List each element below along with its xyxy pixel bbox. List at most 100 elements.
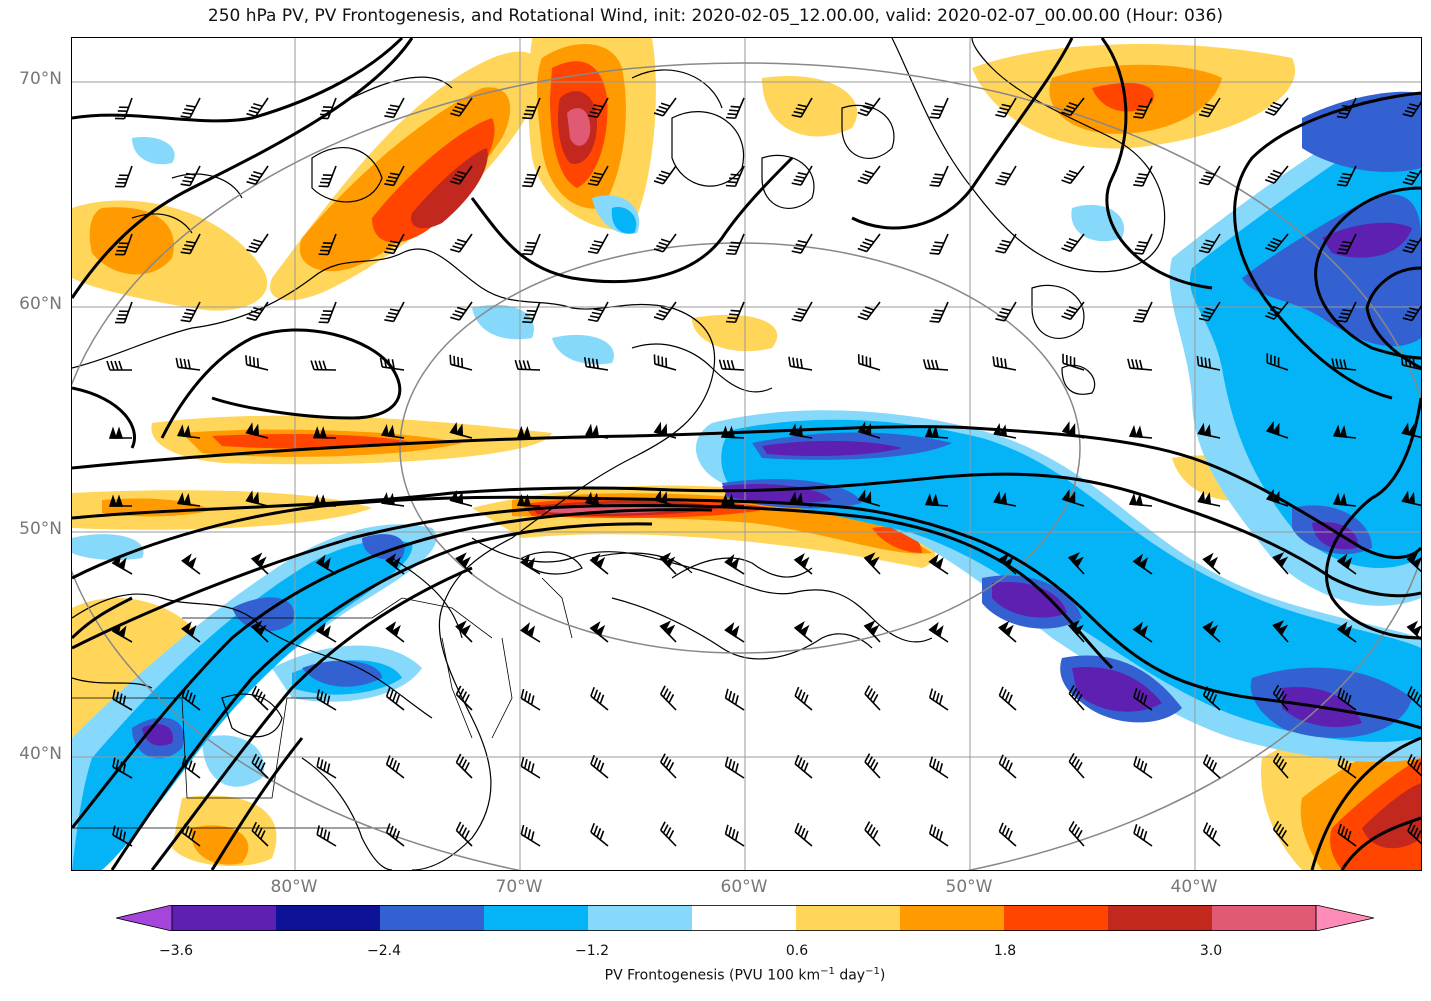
wind-barb	[180, 301, 201, 323]
colorbar-tick: 0.6	[785, 943, 809, 959]
wind-barb	[455, 552, 473, 575]
wind-barb	[791, 165, 813, 186]
wind-barb	[857, 489, 881, 507]
wind-barb	[1264, 301, 1289, 320]
wind-barb	[1407, 686, 1421, 711]
shade-pos-mid	[299, 87, 511, 272]
wind-barb	[114, 301, 133, 324]
wind-barb	[1272, 684, 1289, 711]
shade-neg-pale	[72, 524, 437, 870]
wind-barb	[1407, 754, 1421, 779]
wind-barb	[794, 822, 813, 847]
wind-barb	[1202, 686, 1221, 711]
wind-barb	[660, 821, 677, 847]
wind-barb	[522, 97, 541, 120]
shade-pos-dark	[411, 148, 488, 229]
wind-barb	[857, 165, 881, 185]
wind-barb	[928, 553, 949, 575]
wind-barb	[385, 755, 405, 779]
wind-barb	[1265, 488, 1289, 507]
colorbar-segment	[588, 905, 692, 931]
wind-barb	[181, 687, 201, 711]
wind-barb	[1061, 421, 1085, 439]
wind-barb	[449, 489, 473, 507]
wind-barb	[995, 233, 1017, 254]
wind-barb	[1406, 620, 1421, 643]
colorbar-segment	[1108, 905, 1212, 931]
shade-neg-pale	[552, 334, 614, 365]
colorbar-segment	[484, 905, 588, 931]
pv-contours	[72, 38, 1421, 870]
wind-barb	[381, 423, 405, 439]
wind-barb	[449, 421, 473, 439]
wind-barb	[995, 301, 1017, 322]
wind-barb	[653, 97, 677, 117]
wind-barb	[316, 825, 337, 847]
wind-barb	[1061, 97, 1085, 117]
colorbar-segment	[380, 905, 484, 931]
wind-barb	[246, 97, 269, 118]
wind-barb	[181, 553, 201, 575]
frontogenesis-shading	[72, 38, 1421, 870]
wind-barb	[998, 552, 1017, 575]
wind-barb	[791, 97, 813, 118]
wind-barb	[720, 425, 745, 439]
wind-barb	[384, 165, 405, 187]
wind-barb	[1133, 756, 1153, 779]
shade-neg-light	[721, 419, 1421, 742]
wind-barb	[1337, 823, 1357, 847]
rotational-wind-barbs	[106, 97, 1421, 847]
shade-pos-pale	[692, 314, 778, 352]
wind-barb	[1337, 755, 1357, 779]
wind-barb	[111, 622, 133, 643]
wind-barb	[585, 491, 609, 507]
colorbar-extend-max	[1315, 905, 1374, 931]
wind-barb	[1068, 753, 1085, 779]
wind-barb	[864, 753, 881, 779]
wind-barb	[587, 301, 609, 323]
wind-barb	[385, 687, 405, 711]
wind-barb	[1332, 492, 1357, 507]
wind-barb	[653, 354, 677, 371]
wind-barb	[449, 354, 473, 371]
wind-barb	[1406, 552, 1421, 575]
wind-barb	[1202, 822, 1221, 847]
wind-barb	[520, 756, 541, 779]
wind-barb	[864, 685, 881, 711]
wind-barb	[1401, 422, 1421, 439]
wind-barb	[1264, 165, 1289, 184]
map-panel[interactable]	[71, 37, 1422, 871]
wind-barb	[857, 421, 881, 439]
wind-barb	[929, 97, 949, 119]
wind-barb	[1197, 422, 1221, 439]
wind-barb	[316, 757, 337, 779]
wind-barb	[106, 360, 132, 371]
wind-barb	[924, 425, 949, 439]
wind-barb	[1198, 301, 1221, 322]
wind-barb	[1332, 424, 1357, 439]
wind-barb	[992, 356, 1017, 371]
wind-barb	[1264, 97, 1289, 116]
lat-label-40: 40°N	[19, 744, 62, 764]
wind-barb	[316, 689, 337, 711]
colorbar-segment	[276, 905, 380, 931]
wind-barb	[384, 233, 405, 255]
wind-barb	[1336, 233, 1357, 255]
wind-barb	[590, 686, 609, 711]
wind-barb	[720, 493, 745, 507]
wind-barb	[789, 491, 813, 507]
wind-barb	[114, 165, 133, 188]
wind-barb	[450, 97, 473, 117]
wind-barb	[111, 554, 133, 575]
wind-barb	[1127, 358, 1153, 371]
shade-pos-mid	[89, 207, 174, 275]
wind-barb	[1061, 165, 1085, 185]
wind-barb	[995, 97, 1017, 118]
shade-neg-light	[611, 207, 637, 234]
wind-barb	[312, 426, 337, 439]
wind-barb	[660, 685, 677, 711]
shade-neg-pale	[472, 304, 534, 340]
wind-barb	[315, 622, 337, 643]
wind-barb	[653, 421, 677, 439]
wind-barb	[1402, 233, 1421, 254]
